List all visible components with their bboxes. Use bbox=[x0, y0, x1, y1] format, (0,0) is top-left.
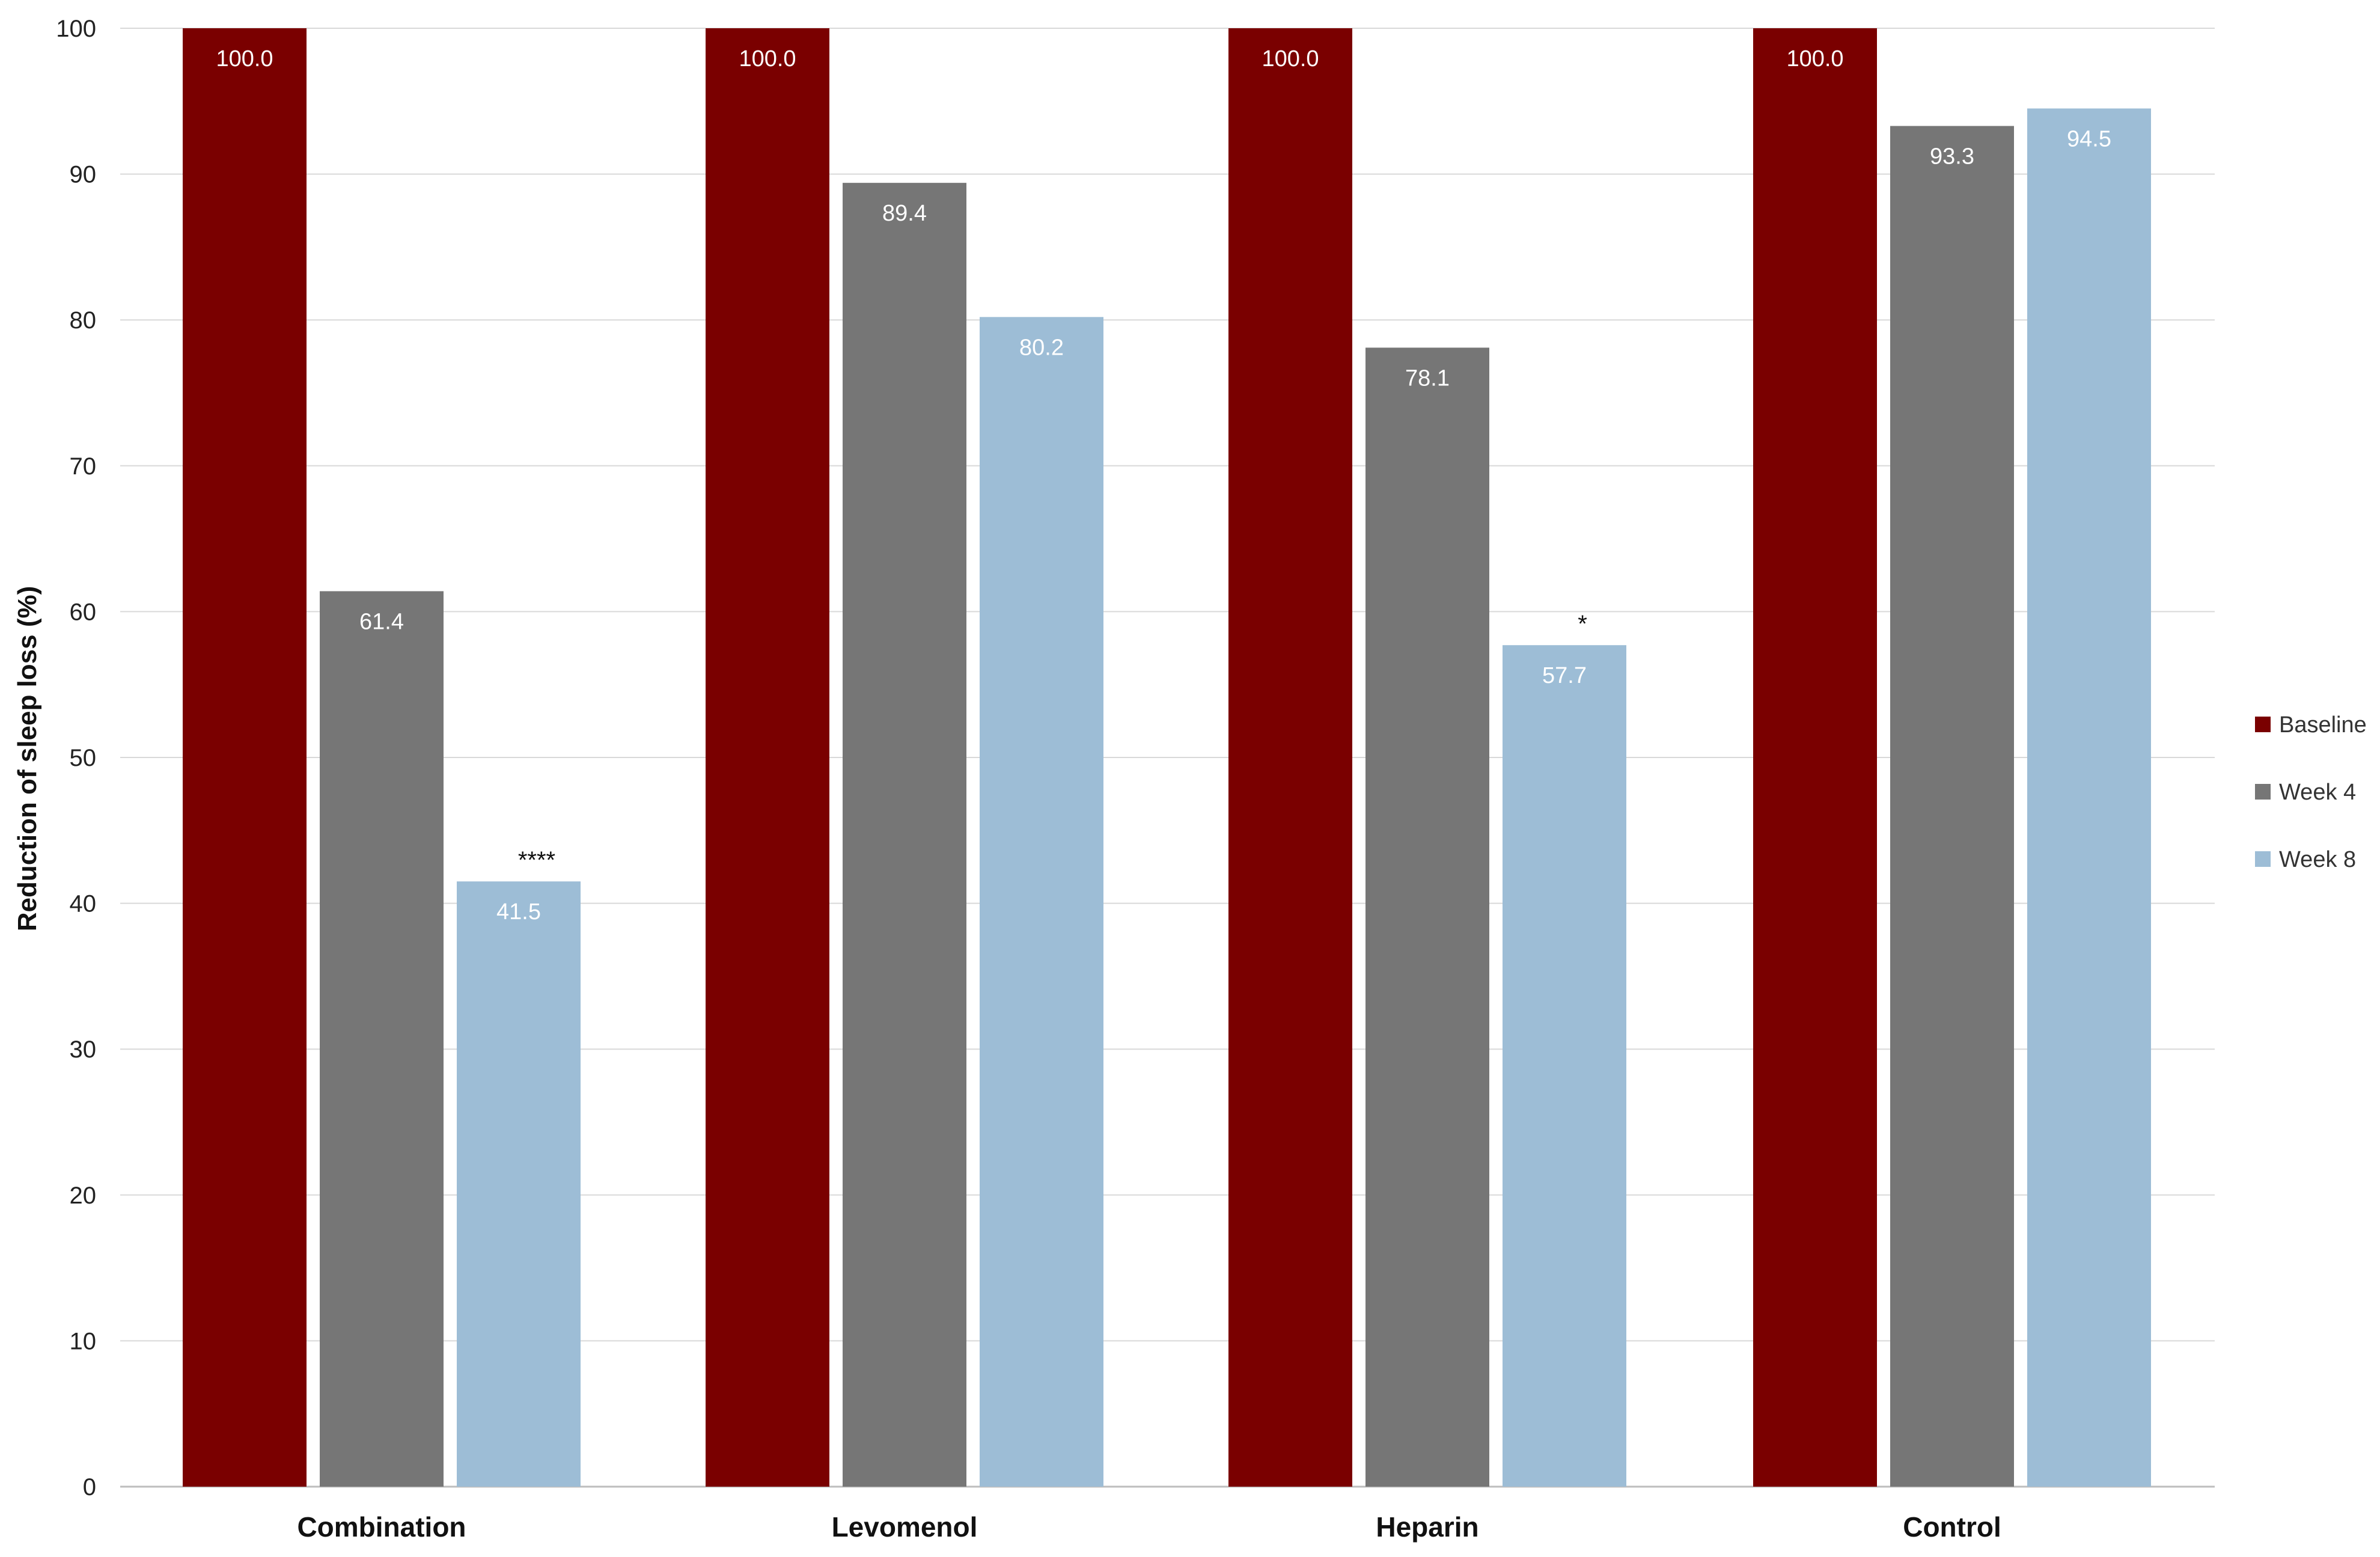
data-label: 100.0 bbox=[1262, 46, 1319, 72]
bar-week-4-levomenol bbox=[843, 183, 966, 1487]
data-label: 94.5 bbox=[2067, 126, 2111, 151]
data-label: 100.0 bbox=[739, 46, 796, 72]
bar-baseline-control bbox=[1753, 28, 1877, 1487]
data-label: 78.1 bbox=[1405, 366, 1450, 391]
data-label: 57.7 bbox=[1542, 663, 1587, 688]
bar-baseline-combination bbox=[183, 28, 307, 1487]
bar-week-4-heparin bbox=[1365, 347, 1489, 1487]
bar-baseline-heparin bbox=[1228, 28, 1352, 1487]
data-label: 41.5 bbox=[496, 899, 541, 925]
legend-swatch bbox=[2255, 717, 2271, 732]
y-axis-ticks: 0 10 20 30 40 50 60 70 80 90 100 bbox=[56, 16, 96, 1500]
bar-week-8-levomenol bbox=[980, 317, 1103, 1487]
y-tick-label: 100 bbox=[56, 16, 96, 42]
data-label: 61.4 bbox=[359, 609, 404, 634]
legend-label: Baseline bbox=[2279, 712, 2367, 738]
significance-marker: **** bbox=[518, 847, 555, 873]
legend-swatch bbox=[2255, 851, 2271, 867]
bar-week-4-control bbox=[1890, 126, 2014, 1487]
data-label: 80.2 bbox=[1019, 335, 1064, 360]
y-tick-label: 50 bbox=[70, 745, 97, 771]
y-tick-label: 20 bbox=[70, 1182, 97, 1209]
y-tick-label: 30 bbox=[70, 1036, 97, 1063]
y-tick-label: 70 bbox=[70, 453, 97, 480]
significance-marker: * bbox=[1578, 611, 1587, 637]
bar-week-4-combination bbox=[320, 591, 444, 1487]
data-labels: 100.0 61.4 41.5 100.0 89.4 80.2 100.0 78.1 57.7 1… bbox=[216, 46, 2111, 925]
data-label: 100.0 bbox=[216, 46, 273, 72]
x-category-label: Combination bbox=[297, 1511, 466, 1543]
x-category-label: Levomenol bbox=[832, 1511, 978, 1543]
bar-week-8-combination bbox=[457, 881, 581, 1487]
data-label: 93.3 bbox=[1930, 144, 1974, 170]
data-label: 89.4 bbox=[882, 201, 927, 226]
bar-baseline-levomenol bbox=[706, 28, 829, 1487]
x-axis-categories: Combination Levomenol Heparin Control bbox=[297, 1511, 2001, 1543]
y-tick-label: 10 bbox=[70, 1328, 97, 1354]
bar-week-8-heparin bbox=[1503, 645, 1626, 1487]
y-tick-label: 0 bbox=[83, 1474, 96, 1500]
y-tick-label: 40 bbox=[70, 891, 97, 917]
y-tick-label: 90 bbox=[70, 162, 97, 188]
x-category-label: Control bbox=[1903, 1511, 2001, 1543]
data-label: 100.0 bbox=[1786, 46, 1843, 72]
legend-swatch bbox=[2255, 784, 2271, 800]
x-category-label: Heparin bbox=[1376, 1511, 1478, 1543]
legend: Baseline Week 4 Week 8 bbox=[2255, 712, 2367, 872]
legend-label: Week 8 bbox=[2279, 847, 2356, 872]
legend-label: Week 4 bbox=[2279, 780, 2356, 805]
y-tick-label: 80 bbox=[70, 307, 97, 334]
y-axis-label: Reduction of sleep loss (%) bbox=[13, 586, 42, 932]
y-tick-label: 60 bbox=[70, 599, 97, 625]
bar-week-8-control bbox=[2027, 108, 2151, 1487]
bars bbox=[183, 28, 2151, 1487]
